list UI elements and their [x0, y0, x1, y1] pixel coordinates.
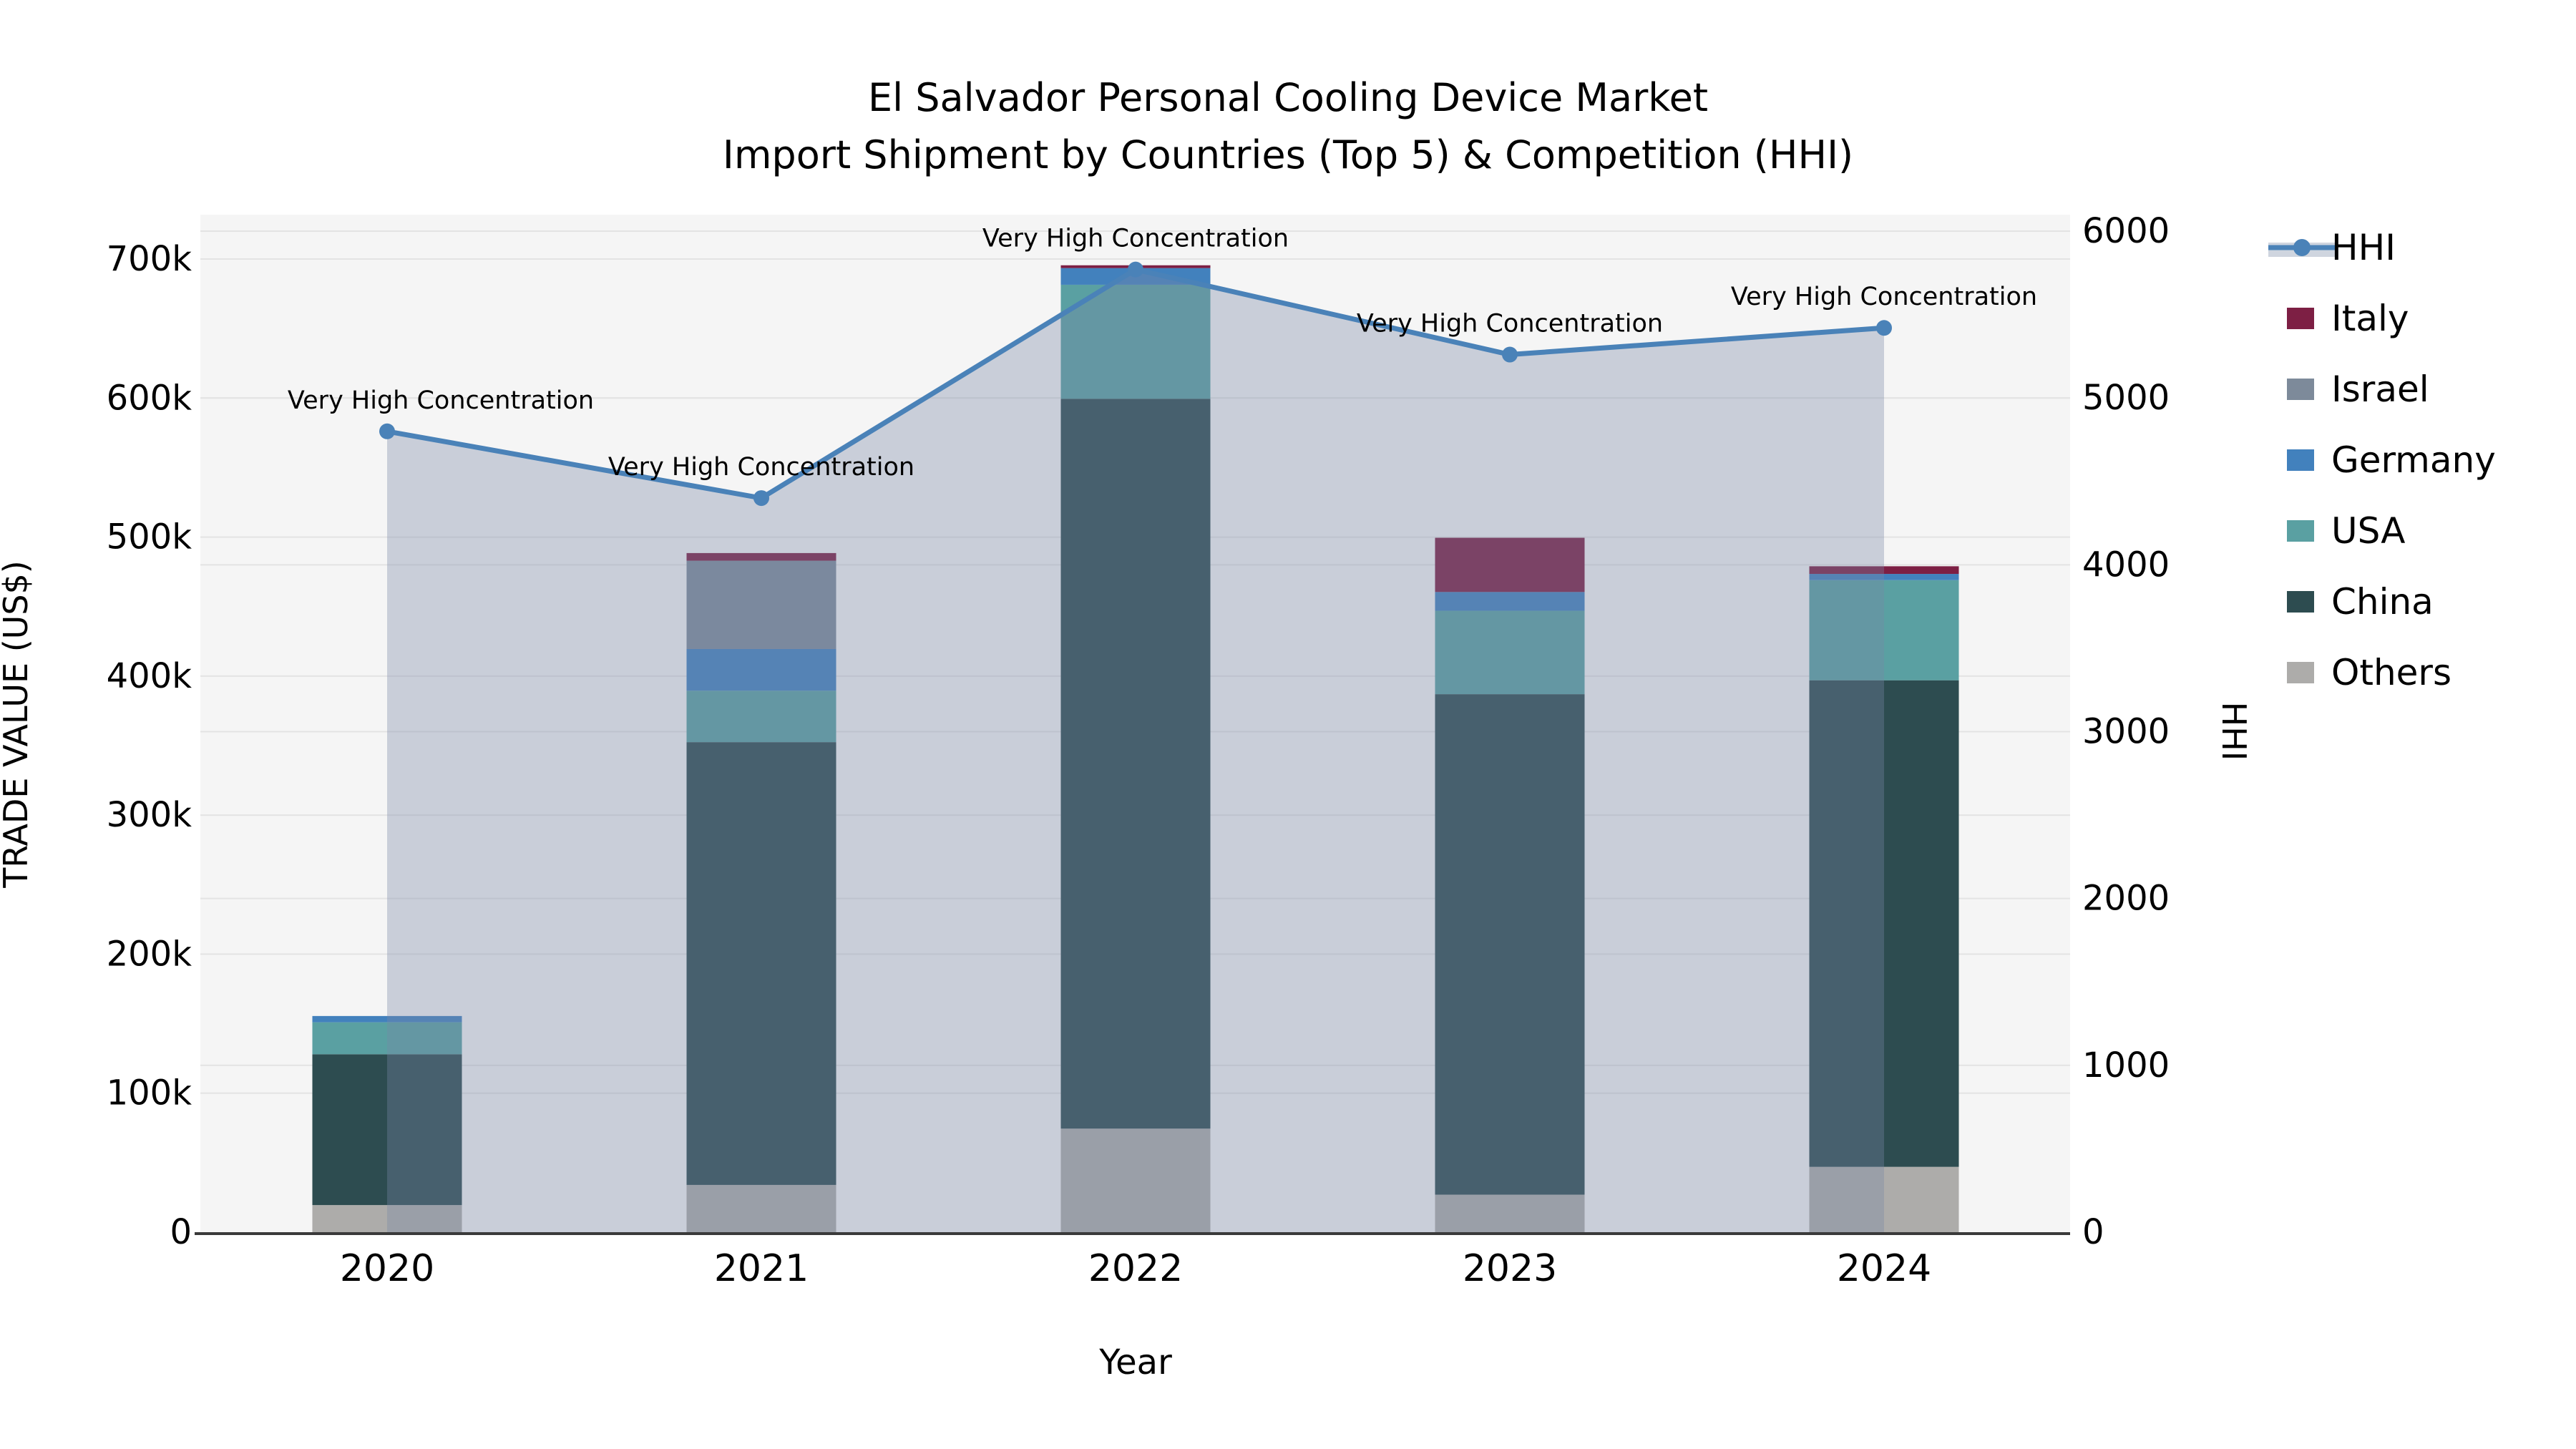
right-axis-tick-labels: 0 1000 2000 3000 4000 5000 6000	[2082, 211, 2170, 1252]
legend-hhi-marker	[2293, 239, 2311, 256]
legend-item-italy: Italy	[2287, 298, 2409, 339]
hhi-marker-2020	[379, 423, 395, 439]
annotation-2023: Very High Concentration	[1357, 310, 1663, 338]
bar-segment-2021-italy	[686, 552, 836, 561]
x-tick-label-2023: 2023	[1463, 1247, 1557, 1290]
left-tick-label-100k: 100k	[107, 1073, 192, 1113]
hhi-area-fill	[387, 269, 1884, 1233]
hhi-marker-2022	[1128, 261, 1143, 278]
legend-item-usa: USA	[2287, 510, 2405, 552]
right-tick-label-5000: 5000	[2082, 378, 2170, 418]
bar-segment-2023-china	[1435, 694, 1585, 1195]
bar-segment-2023-germany	[1435, 592, 1585, 611]
legend-item-israel: Israel	[2287, 369, 2429, 410]
legend: HHI Italy Israel Germany USA China Others	[2268, 227, 2496, 693]
legend-swatch-italy	[2287, 308, 2314, 329]
right-tick-label-0: 0	[2082, 1212, 2104, 1252]
bar-segment-2020-germany	[312, 1015, 462, 1023]
legend-swatch-china	[2287, 591, 2314, 613]
legend-label-germany: Germany	[2331, 439, 2496, 481]
x-tick-label-2024: 2024	[1837, 1247, 1931, 1290]
left-tick-label-600k: 600k	[107, 378, 192, 418]
bar-segment-2022-china	[1060, 399, 1211, 1129]
legend-swatch-israel	[2287, 379, 2314, 400]
x-axis-tick-labels: 2020 2021 2022 2023 2024	[340, 1247, 1931, 1290]
legend-swatch-others	[2287, 662, 2314, 683]
legend-label-italy: Italy	[2331, 298, 2409, 339]
left-tick-label-0: 0	[170, 1212, 192, 1252]
annotation-2020: Very High Concentration	[288, 386, 594, 415]
legend-label-israel: Israel	[2331, 369, 2429, 410]
annotation-2022: Very High Concentration	[982, 225, 1289, 253]
bar-segment-2020-china	[312, 1054, 462, 1206]
legend-label-hhi: HHI	[2331, 227, 2396, 268]
bar-segment-2020-usa	[312, 1022, 462, 1055]
legend-swatch-usa	[2287, 520, 2314, 542]
left-tick-label-200k: 200k	[107, 934, 192, 974]
right-tick-label-2000: 2000	[2082, 879, 2170, 919]
right-tick-label-6000: 6000	[2082, 211, 2170, 251]
annotation-2021: Very High Concentration	[608, 453, 914, 482]
bar-segment-2024-italy	[1809, 566, 1959, 575]
right-tick-label-1000: 1000	[2082, 1045, 2170, 1085]
legend-item-germany: Germany	[2287, 439, 2496, 481]
bar-segment-2023-italy	[1435, 537, 1585, 592]
left-tick-label-700k: 700k	[107, 239, 192, 279]
legend-label-usa: USA	[2331, 510, 2405, 552]
legend-label-others: Others	[2331, 652, 2451, 693]
x-tick-label-2020: 2020	[340, 1247, 434, 1290]
bar-segment-2024-others	[1809, 1166, 1959, 1232]
legend-item-others: Others	[2287, 652, 2451, 693]
hhi-marker-2023	[1502, 346, 1518, 363]
left-axis-tick-labels: 0 100k 200k 300k 400k 500k 600k 700k	[107, 239, 192, 1252]
hhi-marker-2024	[1876, 320, 1892, 336]
bar-segment-2023-usa	[1435, 610, 1585, 695]
legend-swatch-germany	[2287, 449, 2314, 471]
legend-item-hhi: HHI	[2268, 227, 2396, 268]
annotations: Very High Concentration Very High Concent…	[288, 225, 2037, 482]
x-axis-title: Year	[1098, 1342, 1172, 1382]
stacked-bars	[312, 265, 1959, 1232]
y-axis-title-right: HHI	[2215, 702, 2253, 761]
bar-segment-2021-israel	[686, 560, 836, 649]
bar-segment-2021-china	[686, 742, 836, 1185]
chart-title-line1: El Salvador Personal Cooling Device Mark…	[868, 75, 1708, 120]
bar-segment-2022-others	[1060, 1128, 1211, 1232]
hhi-marker-2021	[753, 490, 769, 507]
right-tick-label-4000: 4000	[2082, 545, 2170, 585]
hhi-area-layer	[387, 269, 1884, 1233]
x-tick-label-2021: 2021	[714, 1247, 809, 1290]
bar-segment-2024-china	[1809, 680, 1959, 1167]
bar-segment-2023-others	[1435, 1194, 1585, 1232]
left-tick-label-400k: 400k	[107, 656, 192, 696]
hhi-line-layer	[379, 261, 1892, 507]
x-tick-label-2022: 2022	[1088, 1247, 1183, 1290]
bar-segment-2021-germany	[686, 648, 836, 691]
bar-segment-2022-usa	[1060, 284, 1211, 399]
bar-segment-2024-usa	[1809, 580, 1959, 680]
bar-segment-2021-usa	[686, 691, 836, 743]
legend-item-china: China	[2287, 581, 2434, 623]
left-tick-label-500k: 500k	[107, 517, 192, 557]
y-axis-title-left: TRADE VALUE (US$)	[0, 560, 35, 888]
bar-segment-2021-others	[686, 1184, 836, 1232]
legend-label-china: China	[2331, 581, 2434, 623]
annotation-2024: Very High Concentration	[1731, 283, 2037, 311]
bar-segment-2020-others	[312, 1205, 462, 1232]
bar-segment-2024-germany	[1809, 574, 1959, 580]
right-tick-label-3000: 3000	[2082, 712, 2170, 752]
left-tick-label-300k: 300k	[107, 795, 192, 835]
chart-title-line2: Import Shipment by Countries (Top 5) & C…	[723, 132, 1853, 177]
